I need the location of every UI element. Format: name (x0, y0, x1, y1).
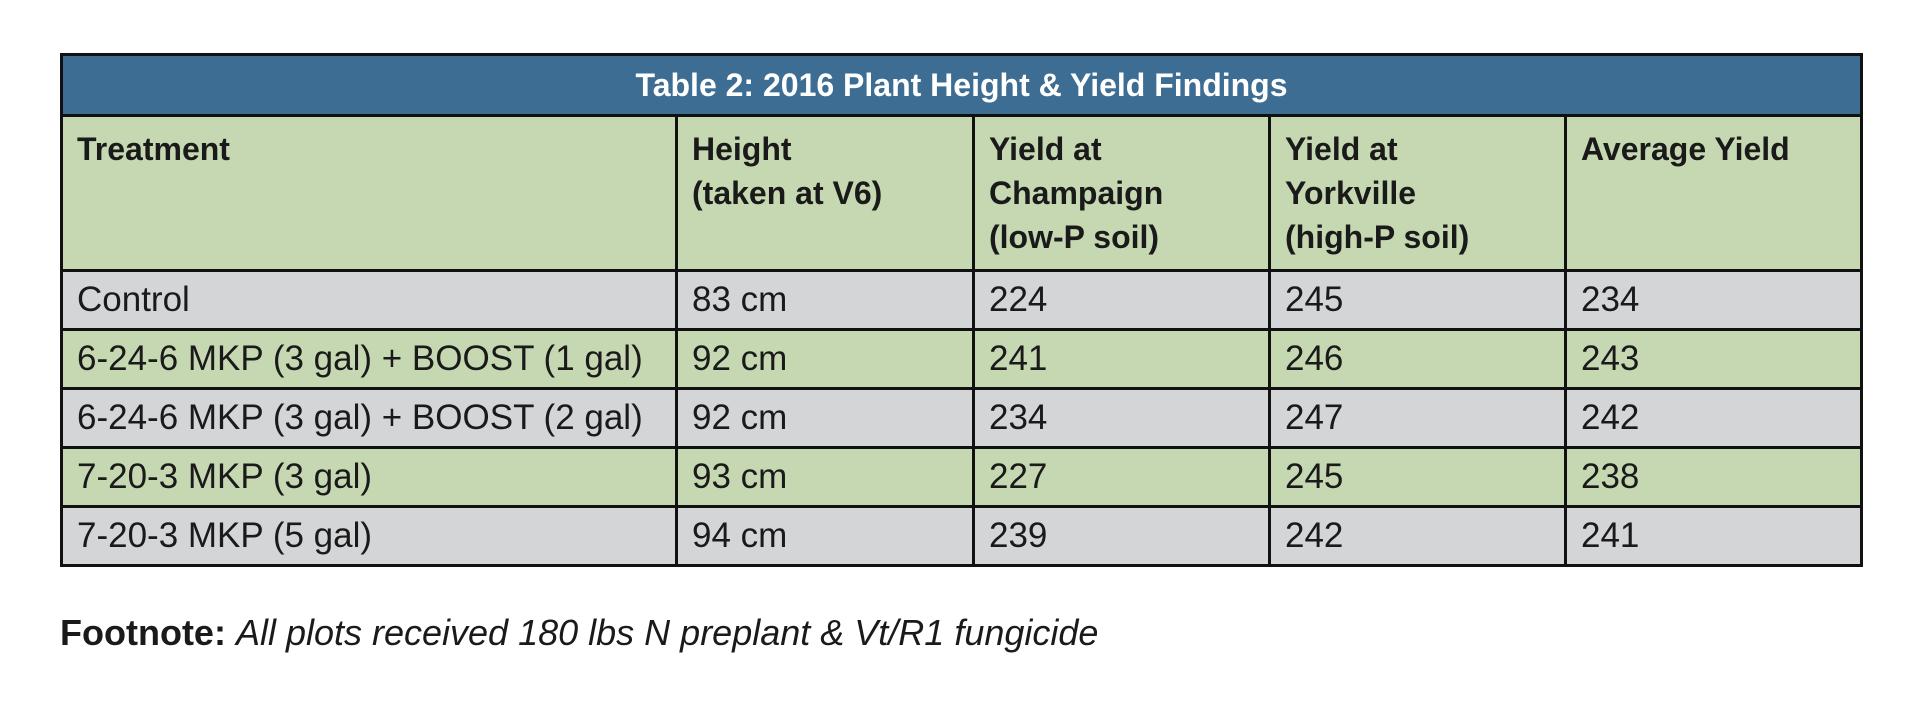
header-yield-yorkville: Yield at Yorkville (high-P soil) (1268, 114, 1567, 272)
cell-height: 92 cm (675, 328, 975, 390)
cell-average-yield: 242 (1563, 387, 1864, 449)
cell-yield-champaign: 241 (972, 328, 1271, 390)
header-treatment: Treatment (60, 114, 678, 272)
findings-table-container: Table 2: 2016 Plant Height & Yield Findi… (59, 53, 1864, 567)
cell-yield-yorkville: 242 (1268, 505, 1567, 567)
cell-treatment: 7-20-3 MKP (3 gal) (60, 446, 678, 508)
cell-average-yield: 241 (1563, 505, 1864, 567)
cell-treatment: 6-24-6 MKP (3 gal) + BOOST (2 gal) (60, 387, 678, 449)
table-row: 7-20-3 MKP (3 gal) 93 cm 227 245 238 (60, 446, 1864, 508)
cell-treatment: 6-24-6 MKP (3 gal) + BOOST (1 gal) (60, 328, 678, 390)
header-yorkville-line: Yield at (1285, 131, 1398, 167)
header-height-line: (taken at V6) (692, 175, 883, 211)
cell-height: 93 cm (675, 446, 975, 508)
cell-height: 83 cm (675, 269, 975, 331)
header-treatment-line: Treatment (77, 131, 230, 167)
header-yield-champaign: Yield at Champaign (low-P soil) (972, 114, 1271, 272)
cell-height: 92 cm (675, 387, 975, 449)
header-champaign-line: (low-P soil) (989, 219, 1160, 255)
header-yorkville-line: Yorkville (1285, 175, 1417, 211)
footnote-text: All plots received 180 lbs N preplant & … (235, 612, 1099, 653)
cell-treatment: Control (60, 269, 678, 331)
table-row: 6-24-6 MKP (3 gal) + BOOST (1 gal) 92 cm… (60, 328, 1864, 390)
cell-height: 94 cm (675, 505, 975, 567)
findings-table: Table 2: 2016 Plant Height & Yield Findi… (59, 53, 1864, 567)
header-champaign-line: Yield at (989, 131, 1102, 167)
header-height-line: Height (692, 131, 792, 167)
header-average-line: Average Yield (1581, 131, 1790, 167)
header-row: Treatment Height (taken at V6) Yield at … (60, 114, 1864, 272)
header-yorkville-line: (high-P soil) (1285, 219, 1470, 255)
cell-yield-yorkville: 245 (1268, 446, 1567, 508)
header-champaign-line: Champaign (989, 175, 1164, 211)
cell-treatment: 7-20-3 MKP (5 gal) (60, 505, 678, 567)
cell-average-yield: 243 (1563, 328, 1864, 390)
cell-yield-champaign: 234 (972, 387, 1271, 449)
footnote: Footnote: All plots received 180 lbs N p… (60, 612, 1098, 654)
table-row: 6-24-6 MKP (3 gal) + BOOST (2 gal) 92 cm… (60, 387, 1864, 449)
cell-yield-champaign: 224 (972, 269, 1271, 331)
table-row: 7-20-3 MKP (5 gal) 94 cm 239 242 241 (60, 505, 1864, 567)
cell-average-yield: 234 (1563, 269, 1864, 331)
cell-yield-yorkville: 246 (1268, 328, 1567, 390)
table-row: Control 83 cm 224 245 234 (60, 269, 1864, 331)
footnote-label: Footnote: (60, 612, 226, 653)
header-height: Height (taken at V6) (675, 114, 975, 272)
table-title: Table 2: 2016 Plant Height & Yield Findi… (59, 53, 1864, 117)
cell-yield-champaign: 239 (972, 505, 1271, 567)
cell-yield-yorkville: 247 (1268, 387, 1567, 449)
header-average-yield: Average Yield (1563, 114, 1864, 272)
cell-yield-champaign: 227 (972, 446, 1271, 508)
cell-average-yield: 238 (1563, 446, 1864, 508)
cell-yield-yorkville: 245 (1268, 269, 1567, 331)
